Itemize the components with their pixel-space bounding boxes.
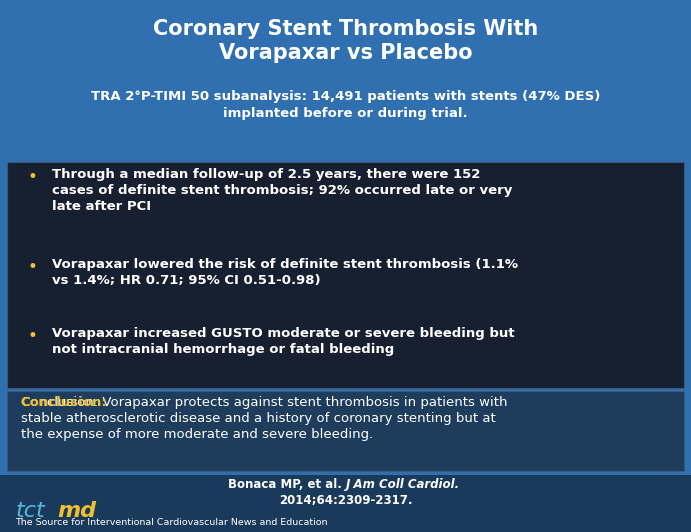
Bar (0, 475, 691, 532)
Text: •: • (28, 168, 37, 186)
Text: Vorapaxar increased GUSTO moderate or severe bleeding but
not intracranial hemor: Vorapaxar increased GUSTO moderate or se… (52, 327, 515, 356)
Text: Conclusion: Vorapaxar protects against stent thrombosis in patients with
stable : Conclusion: Vorapaxar protects against s… (21, 396, 507, 442)
Text: Bonaca MP, et al.: Bonaca MP, et al. (227, 478, 346, 491)
Bar (7, 162, 684, 388)
Text: md: md (57, 501, 96, 521)
Text: •: • (28, 258, 37, 276)
Text: Conclusion:: Conclusion: (21, 396, 108, 409)
Text: •: • (28, 327, 37, 345)
Text: Through a median follow-up of 2.5 years, there were 152
cases of definite stent : Through a median follow-up of 2.5 years,… (52, 168, 512, 213)
Text: The Source for Interventional Cardiovascular News and Education: The Source for Interventional Cardiovasc… (15, 518, 328, 527)
Text: tct: tct (15, 501, 45, 521)
Text: 2014;64:2309-2317.: 2014;64:2309-2317. (278, 494, 413, 506)
Text: Coronary Stent Thrombosis With
Vorapaxar vs Placebo: Coronary Stent Thrombosis With Vorapaxar… (153, 19, 538, 63)
Text: Vorapaxar lowered the risk of definite stent thrombosis (1.1%
vs 1.4%; HR 0.71; : Vorapaxar lowered the risk of definite s… (52, 258, 518, 287)
Bar (7, 391, 684, 471)
Text: TRA 2°P-TIMI 50 subanalysis: 14,491 patients with stents (47% DES)
implanted bef: TRA 2°P-TIMI 50 subanalysis: 14,491 pati… (91, 90, 600, 120)
Text: J Am Coll Cardiol.: J Am Coll Cardiol. (346, 478, 460, 491)
